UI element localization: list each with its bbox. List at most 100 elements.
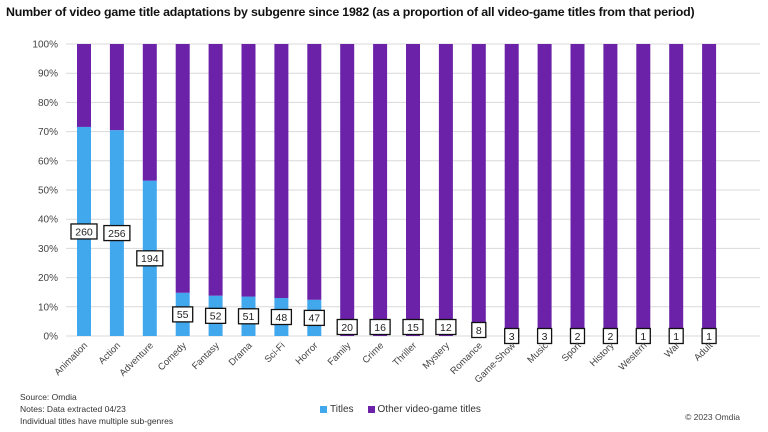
data-label: 52: [204, 307, 227, 325]
data-label: 1: [668, 327, 684, 345]
data-label-text: 47: [308, 313, 320, 325]
bar-other: [274, 44, 289, 299]
data-label-box: [701, 327, 717, 345]
bar-other: [636, 44, 651, 336]
bar-other: [603, 44, 618, 336]
data-label: 2: [602, 327, 619, 345]
data-label-text: 55: [177, 309, 189, 321]
x-tick-label: Animation: [52, 340, 90, 378]
data-label: 20: [336, 318, 358, 336]
data-labels: 260 256 194 55 52 51 48 47 20 16 15 12 8 3 3 2 2 1 1 1: [70, 223, 717, 345]
data-label: 2: [569, 327, 586, 345]
notes-multiple-subgenres: Individual titles have multiple sub-genr…: [20, 416, 174, 426]
notes: Notes: Data extracted 04/23: [20, 404, 126, 414]
data-label: 1: [701, 327, 717, 345]
data-label-box: [504, 327, 520, 345]
chart-area: 0% 10% 20% 30% 40% 50% 60% 70% 80% 90% 100% 260 256…: [32, 40, 760, 386]
data-label: 12: [435, 318, 457, 336]
y-axis-ticks: 0% 10% 20% 30% 40% 50% 60% 70% 80% 90% 100%: [32, 40, 58, 343]
data-label: 194: [136, 250, 164, 267]
data-label: 48: [270, 308, 293, 326]
data-label-box: [471, 321, 487, 339]
data-label-text: 3: [509, 331, 515, 343]
bar-other: [570, 44, 585, 336]
y-tick-label: 70%: [38, 127, 58, 138]
data-label-text: 8: [476, 325, 482, 337]
data-label: 15: [402, 318, 424, 336]
data-label-text: 51: [243, 311, 255, 323]
bar-other: [241, 44, 256, 297]
legend-item-titles: Titles: [320, 404, 354, 415]
data-label-box: [602, 327, 619, 345]
y-tick-label: 90%: [38, 69, 58, 80]
data-label-text: 3: [542, 331, 548, 343]
x-tick-label: Mystery: [421, 340, 452, 371]
data-label: 51: [237, 308, 260, 325]
legend: Titles Other video-game titles: [320, 404, 481, 415]
bar-other: [77, 44, 91, 127]
legend-swatch-other: [367, 406, 375, 413]
data-label: 16: [369, 318, 391, 336]
data-label: 256: [103, 224, 131, 242]
chart-title: Number of video game title adaptations b…: [6, 5, 695, 19]
data-label-text: 52: [210, 311, 222, 323]
data-label-text: 1: [706, 331, 712, 343]
bar-other: [438, 44, 453, 336]
data-label-text: 48: [276, 312, 288, 324]
x-tick-label: Horror: [294, 340, 321, 367]
data-label-text: 1: [673, 331, 679, 343]
bar-other: [142, 44, 157, 181]
y-tick-label: 100%: [32, 40, 58, 51]
bar-other: [340, 44, 355, 336]
data-label-text: 260: [75, 226, 93, 238]
x-tick-label: Western: [617, 340, 650, 373]
data-label-text: 194: [141, 253, 159, 265]
copyright: © 2023 Omdia: [685, 412, 740, 422]
data-label-text: 12: [440, 322, 452, 334]
x-tick-label: Action: [97, 340, 123, 366]
y-tick-label: 20%: [38, 273, 58, 284]
data-label-box: [402, 318, 424, 336]
data-label-box: [635, 327, 651, 345]
legend-swatch-titles: [320, 406, 327, 413]
data-label-text: 16: [374, 322, 386, 334]
bar-other: [471, 44, 486, 336]
x-tick-label: Crime: [361, 340, 387, 366]
legend-label-titles: Titles: [330, 404, 354, 415]
data-label-box: [172, 306, 194, 323]
data-label-box: [70, 223, 98, 240]
bar-other: [307, 44, 322, 300]
y-tick-label: 10%: [38, 302, 58, 313]
x-tick-label: Comedy: [156, 340, 189, 373]
x-tick-label: Drama: [227, 340, 255, 368]
bar-other: [208, 44, 223, 296]
bar-other: [109, 44, 124, 131]
data-label-text: 256: [108, 228, 126, 240]
legend-item-other: Other video-game titles: [367, 404, 481, 415]
y-tick-label: 50%: [38, 186, 58, 197]
data-label: 8: [471, 321, 487, 339]
data-label-text: 20: [341, 322, 353, 334]
data-label-text: 15: [407, 322, 419, 334]
y-tick-label: 0%: [44, 332, 59, 343]
data-label-box: [303, 309, 325, 327]
data-label: 3: [504, 327, 520, 345]
data-label-box: [237, 308, 260, 325]
bar-other: [669, 44, 684, 336]
data-label-text: 2: [575, 331, 581, 343]
data-label: 47: [303, 309, 325, 327]
y-tick-label: 60%: [38, 156, 58, 167]
data-label-box: [668, 327, 684, 345]
data-label-text: 2: [607, 331, 613, 343]
data-label: 1: [635, 327, 651, 345]
bar-other: [373, 44, 388, 336]
bar-other: [702, 44, 717, 336]
bar-other: [175, 44, 190, 293]
data-label-box: [270, 308, 293, 326]
x-tick-label: Adventure: [118, 340, 156, 378]
x-tick-label: Thriller: [391, 340, 419, 368]
y-tick-label: 30%: [38, 244, 58, 255]
data-label-box: [369, 318, 391, 336]
x-tick-label: Sci-Fi: [263, 340, 288, 365]
